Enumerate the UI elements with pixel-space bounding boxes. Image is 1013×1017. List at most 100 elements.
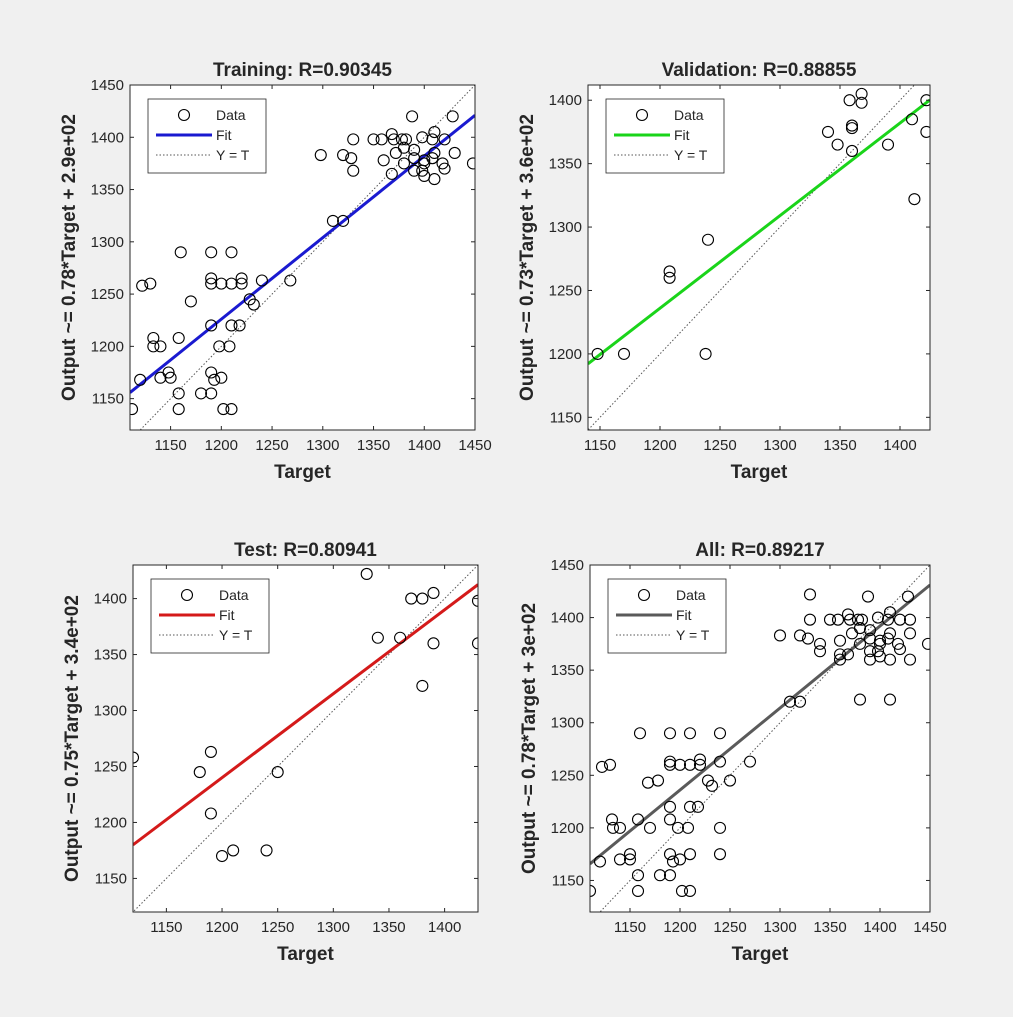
validation-data-point [908, 193, 921, 206]
training-data-point [399, 133, 413, 146]
validation-data-point [663, 265, 676, 278]
test-y-tick-label: 1200 [94, 814, 127, 831]
all-data-point [673, 853, 687, 866]
all-data-point [773, 629, 787, 642]
all-data-point [705, 779, 719, 792]
all-data-point [853, 693, 867, 706]
training-data-point [377, 154, 390, 167]
all-legend-identity-label: Y = T [676, 627, 710, 643]
test-x-tick-label: 1400 [428, 919, 461, 936]
all-panel: 1150 1200 1250 1300 1350 1400 1450 1150 1200 1250… [519, 540, 947, 965]
all-data-point [613, 821, 627, 834]
all-data-point [713, 755, 727, 768]
all-legend-data-marker [637, 588, 651, 602]
training-data-point [347, 133, 360, 146]
all-data-point [903, 613, 917, 626]
all-data-point [683, 848, 697, 861]
training-y-tick-label: 1250 [91, 286, 124, 303]
all-data-point [663, 758, 677, 771]
training-y-tick-label: 1450 [91, 77, 124, 94]
validation-data-point [855, 96, 868, 109]
all-data-point [606, 821, 620, 834]
all-data-point [803, 588, 817, 601]
test-data-point [215, 849, 229, 863]
training-data-point [147, 340, 160, 353]
all-data-point [651, 774, 665, 787]
all-data-point [683, 800, 697, 813]
validation-data-point [699, 347, 712, 360]
test-legend-data-label: Data [219, 587, 249, 603]
training-data-point [225, 246, 238, 259]
training-data-point [223, 340, 236, 353]
all-data-point [841, 648, 855, 661]
all-data-point [663, 727, 677, 740]
test-data-point [427, 586, 440, 600]
validation-y-tick-label: 1250 [549, 282, 582, 299]
test-data-point [133, 751, 140, 764]
training-legend: Data Fit Y = T [147, 98, 267, 174]
all-data-point [863, 645, 877, 658]
test-fit-line [133, 583, 478, 847]
all-x-tick-label: 1350 [813, 919, 846, 936]
test-data-point [471, 637, 478, 650]
training-data-point [144, 277, 157, 290]
validation-data-point [821, 125, 835, 138]
training-data-point [205, 366, 218, 379]
training-fit-line [130, 114, 475, 394]
all-data-point [653, 869, 667, 882]
training-axes-box [129, 84, 476, 431]
validation-data-point [881, 138, 895, 151]
validation-data-point [843, 94, 856, 107]
training-y-tick-label: 1400 [91, 129, 124, 146]
training-data-point [162, 366, 175, 379]
training-data-point [194, 387, 208, 400]
training-y-axis-label: Output ~= 0.78*Target + 2.9e+02 [59, 114, 80, 401]
validation-panel: 1150 1200 1250 1300 1350 1400 1150 1200 1250 1300… [517, 60, 931, 483]
all-data-point [631, 869, 645, 882]
all-data-point [801, 632, 815, 645]
training-data-point [326, 214, 339, 227]
training-legend-identity-label: Y = T [216, 147, 250, 163]
validation-x-tick-label: 1250 [703, 437, 736, 454]
validation-plot-area [588, 85, 930, 430]
all-data-point [893, 613, 907, 626]
all-data-point [883, 693, 897, 706]
all-data-point [903, 627, 917, 640]
training-data-point [385, 128, 398, 141]
validation-y-tick-label: 1400 [549, 92, 582, 109]
test-plot-area [133, 565, 478, 912]
all-data-point [623, 848, 637, 861]
training-data-point [184, 295, 197, 308]
test-legend-fit-label: Fit [219, 607, 235, 623]
training-data-point [154, 340, 167, 353]
test-legend-identity-label: Y = T [219, 627, 253, 643]
training-data-point [172, 403, 185, 416]
training-data-point [205, 319, 218, 332]
training-data-point [337, 214, 350, 227]
validation-data-point [855, 87, 868, 100]
all-data-point [683, 727, 697, 740]
training-data-point [172, 331, 185, 345]
training-x-tick-label: 1200 [205, 437, 238, 454]
test-y-tick-label: 1250 [94, 758, 127, 775]
all-x-tick-label: 1300 [763, 919, 796, 936]
all-data-point [891, 637, 905, 650]
validation-data-point [920, 94, 930, 107]
training-data-point [395, 133, 408, 146]
all-y-tick-label: 1150 [552, 872, 584, 889]
training-data-point [284, 274, 297, 287]
training-data-point [428, 146, 441, 160]
all-data-point [593, 855, 607, 868]
validation-axes-box [587, 84, 931, 431]
training-title: Training: R=0.90345 [213, 60, 392, 81]
training-x-tick-label: 1350 [357, 437, 390, 454]
test-x-tick-label: 1250 [261, 919, 294, 936]
test-data-point [227, 844, 240, 857]
validation-legend: Data Fit Y = T [605, 98, 725, 174]
test-data-point [360, 567, 373, 581]
training-data-point [247, 298, 260, 311]
all-data-point [663, 848, 677, 861]
training-x-tick-label: 1150 [154, 437, 186, 454]
training-y-tick-label: 1350 [91, 182, 124, 199]
all-legend-data-label: Data [676, 587, 706, 603]
